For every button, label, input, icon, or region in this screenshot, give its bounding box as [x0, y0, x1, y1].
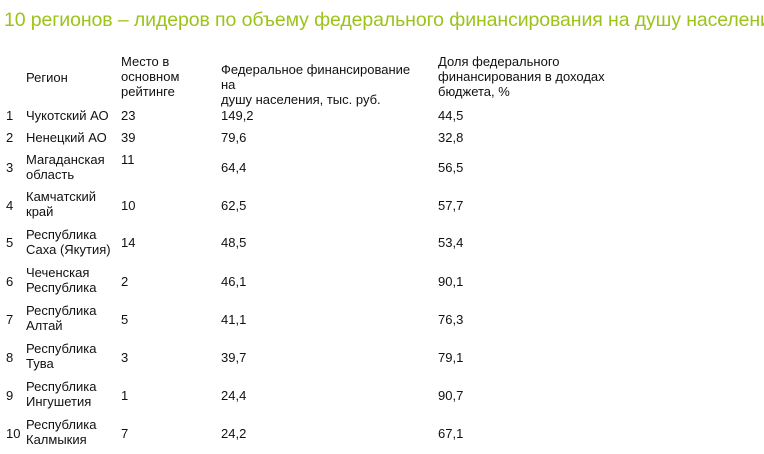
row-federal-share: 57,7: [438, 198, 464, 213]
region-line: Республика: [26, 280, 97, 295]
row-federal-financing: 62,5: [221, 198, 247, 213]
row-number: 6: [6, 274, 14, 289]
row-federal-financing: 24,2: [221, 426, 247, 441]
row-federal-share: 76,3: [438, 312, 464, 327]
region-line: Чеченская: [26, 265, 90, 280]
row-number: 9: [6, 388, 14, 403]
header-place-line: рейтинге: [121, 84, 175, 99]
row-federal-share: 53,4: [438, 235, 464, 250]
table-row: 6 Чеченская Республика 2 46,1 90,1: [0, 265, 764, 303]
row-federal-financing: 41,1: [221, 312, 247, 327]
row-region: Республика Тува: [26, 341, 116, 371]
row-number: 4: [6, 198, 14, 213]
region-line: Республика: [26, 341, 97, 356]
row-place: 14: [121, 235, 136, 250]
region-line: Магаданская: [26, 152, 105, 167]
row-region: Ненецкий АО: [26, 130, 116, 145]
row-region: Республика Саха (Якутия): [26, 227, 118, 257]
table-row: 9 Республика Ингушетия 1 24,4 90,7: [0, 379, 764, 417]
header-share-line: Доля федерального: [438, 54, 560, 69]
region-line: Чукотский АО: [26, 108, 109, 123]
row-federal-share: 90,1: [438, 274, 464, 289]
page-title: 10 регионов – лидеров по объему федераль…: [4, 9, 764, 31]
row-federal-share: 44,5: [438, 108, 464, 123]
row-federal-financing: 48,5: [221, 235, 247, 250]
row-place: 11: [121, 152, 135, 167]
table-row: 4 Камчатский край 10 62,5 57,7: [0, 189, 764, 227]
region-line: Калмыкия: [26, 432, 87, 447]
table-row: 3 Магаданская область 11 64,4 56,5: [0, 152, 764, 190]
row-region: Республика Калмыкия: [26, 417, 116, 447]
header-place-line: основном: [121, 69, 180, 84]
row-place: 3: [121, 350, 129, 365]
region-line: Тува: [26, 356, 54, 371]
row-number: 3: [6, 160, 14, 175]
header-federal-financing: Федеральное финансирование на душу насел…: [221, 62, 421, 107]
row-federal-financing: 79,6: [221, 130, 247, 145]
table-row: 1 Чукотский АО 23 149,2 44,5: [0, 108, 764, 146]
row-federal-financing: 64,4: [221, 160, 247, 175]
table-row: 10 Республика Калмыкия 7 24,2 67,1: [0, 417, 764, 454]
header-federal-share: Доля федерального финансирования в доход…: [438, 54, 618, 99]
region-line: край: [26, 204, 54, 219]
row-federal-financing: 46,1: [221, 274, 247, 289]
row-number: 10: [6, 426, 21, 441]
row-number: 7: [6, 312, 14, 327]
table-row: 5 Республика Саха (Якутия) 14 48,5 53,4: [0, 227, 764, 265]
row-federal-share: 67,1: [438, 426, 464, 441]
region-line: Камчатский: [26, 189, 96, 204]
row-place: 7: [121, 426, 129, 441]
header-federal-line: душу населения, тыс. руб.: [221, 92, 381, 107]
header-federal-line: Федеральное финансирование на: [221, 62, 411, 92]
header-place-line: Место в: [121, 54, 170, 69]
region-line: Республика: [26, 227, 97, 242]
header-region: Регион: [26, 70, 68, 85]
header-share-line: бюджета, %: [438, 84, 510, 99]
row-place: 23: [121, 108, 136, 123]
row-place: 5: [121, 312, 129, 327]
region-line: Саха (Якутия): [26, 242, 111, 257]
row-region: Камчатский край: [26, 189, 116, 219]
row-place: 39: [121, 130, 136, 145]
row-federal-financing: 39,7: [221, 350, 247, 365]
row-federal-share: 79,1: [438, 350, 464, 365]
region-line: Ненецкий АО: [26, 130, 107, 145]
row-federal-financing: 24,4: [221, 388, 247, 403]
row-federal-share: 90,7: [438, 388, 464, 403]
row-region: Чеченская Республика: [26, 265, 116, 295]
row-number: 1: [6, 108, 14, 123]
region-line: Республика: [26, 417, 97, 432]
row-number: 5: [6, 235, 14, 250]
row-number: 8: [6, 350, 14, 365]
row-region: Республика Алтай: [26, 303, 116, 333]
region-line: область: [26, 167, 75, 182]
row-federal-financing: 149,2: [221, 108, 254, 123]
row-federal-share: 56,5: [438, 160, 464, 175]
row-region: Чукотский АО: [26, 108, 116, 123]
header-place: Место в основном рейтинге: [121, 54, 201, 99]
table-row: 8 Республика Тува 3 39,7 79,1: [0, 341, 764, 379]
table-row: 2 Ненецкий АО 39 79,6 32,8: [0, 130, 764, 168]
header-share-line: финансирования в доходах: [438, 69, 605, 84]
row-region: Республика Ингушетия: [26, 379, 116, 409]
region-line: Ингушетия: [26, 394, 92, 409]
row-place: 10: [121, 198, 136, 213]
region-line: Республика: [26, 303, 97, 318]
region-line: Республика: [26, 379, 97, 394]
row-region: Магаданская область: [26, 152, 116, 182]
row-place: 1: [121, 388, 129, 403]
row-number: 2: [6, 130, 14, 145]
row-federal-share: 32,8: [438, 130, 464, 145]
row-place: 2: [121, 274, 129, 289]
table-row: 7 Республика Алтай 5 41,1 76,3: [0, 303, 764, 341]
region-line: Алтай: [26, 318, 63, 333]
